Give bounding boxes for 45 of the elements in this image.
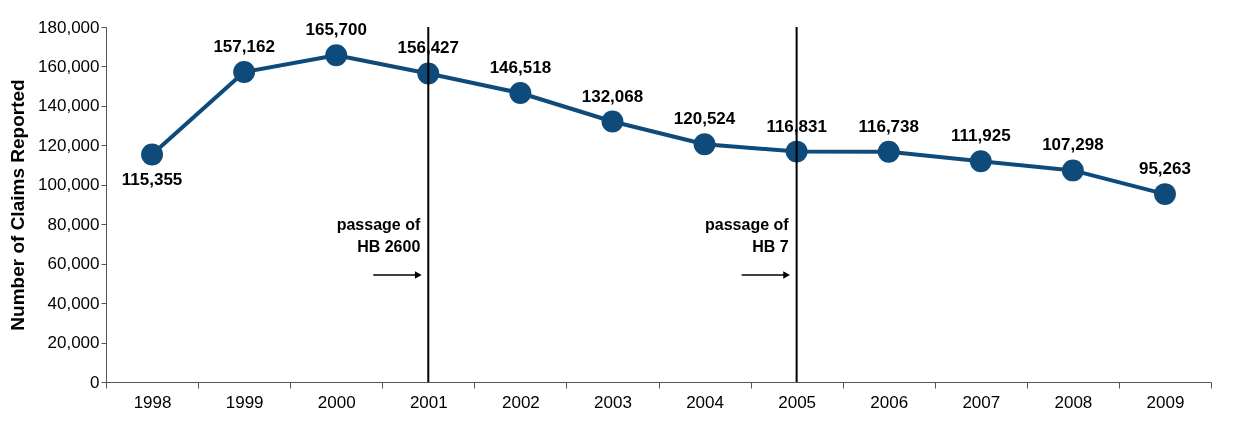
text: 107,298	[1042, 135, 1104, 155]
x-tick-label: 2006	[870, 392, 909, 412]
point	[141, 143, 163, 166]
point	[1154, 183, 1176, 206]
y-tick-label: 140,000	[38, 96, 100, 116]
y-tick-label: 160,000	[38, 56, 100, 76]
x-tick-label: 1998	[133, 392, 172, 412]
text: 146,518	[489, 58, 552, 78]
point	[693, 133, 716, 156]
y-tick-label: 0	[90, 372, 100, 392]
text: 111,925	[951, 126, 1011, 146]
point	[325, 44, 348, 67]
ref-line-label: passage of HB 2600	[336, 216, 421, 255]
y-tick-label: 180,000	[38, 17, 100, 37]
x-tick-label: 1999	[225, 392, 264, 412]
text: 132,068	[581, 86, 644, 106]
x-tick-label: 2003	[594, 392, 632, 412]
x-tick-label: 2004	[686, 392, 724, 412]
x-tick-label: 2000	[317, 392, 356, 412]
y-tick-label: 40,000	[47, 293, 100, 313]
y-tick-label: 120,000	[38, 135, 100, 155]
point	[509, 82, 532, 104]
x-tick-label: 2001	[409, 392, 448, 412]
text: 115,355	[121, 170, 183, 190]
x-tick-label: 2009	[1146, 392, 1185, 412]
point	[233, 61, 256, 83]
y-axis-title: Number of Claims Reported	[7, 79, 29, 331]
x-tick-label: 2002	[501, 392, 540, 412]
x-tick-label: 2005	[778, 392, 817, 412]
y-tick-label: 20,000	[47, 333, 100, 353]
y-tick-label: 100,000	[38, 175, 100, 195]
point	[877, 140, 900, 163]
point	[969, 150, 992, 173]
y-tick-label: 80,000	[47, 214, 100, 234]
x-tick-label: 2008	[1054, 392, 1093, 412]
text: 165,700	[305, 20, 367, 40]
point	[601, 110, 624, 133]
text: 95,263	[1138, 159, 1191, 179]
ref-line-label: passage of HB 7	[705, 216, 790, 255]
text: 157,162	[213, 37, 275, 57]
y-tick-label: 60,000	[47, 254, 100, 274]
x-tick-label: 2007	[962, 392, 1001, 412]
text: 116,738	[858, 116, 919, 136]
text: 120,524	[673, 109, 736, 129]
point	[1061, 159, 1084, 182]
